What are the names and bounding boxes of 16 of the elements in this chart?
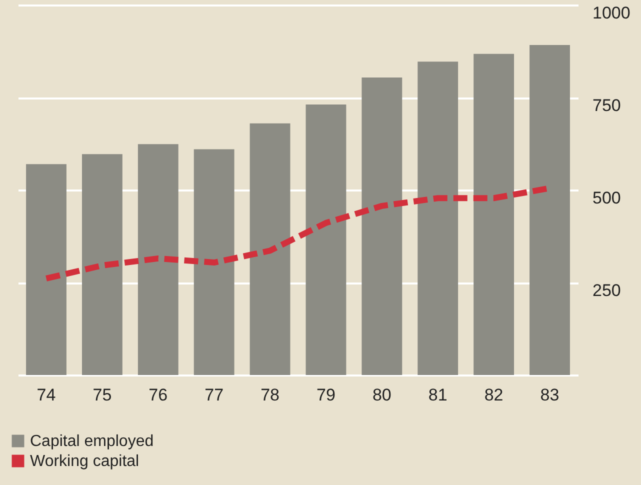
legend-label: Capital employed (30, 433, 154, 450)
x-tick-label: 79 (316, 386, 336, 404)
y-tick-label: 1000 (592, 4, 630, 22)
x-tick-label: 82 (484, 386, 504, 404)
legend-label: Working capital (30, 453, 140, 470)
x-tick-label: 76 (148, 386, 168, 404)
x-tick-label: 74 (36, 386, 56, 404)
x-tick-label: 78 (260, 386, 280, 404)
x-tick-label: 83 (540, 386, 560, 404)
x-tick-label: 77 (204, 386, 224, 404)
x-tick-label: 80 (372, 386, 392, 404)
x-tick-label: 81 (428, 386, 448, 404)
y-tick-label: 750 (592, 96, 621, 115)
y-tick-label: 250 (592, 281, 621, 300)
y-tick-label: 500 (592, 188, 621, 208)
x-tick-label: 75 (92, 386, 112, 404)
